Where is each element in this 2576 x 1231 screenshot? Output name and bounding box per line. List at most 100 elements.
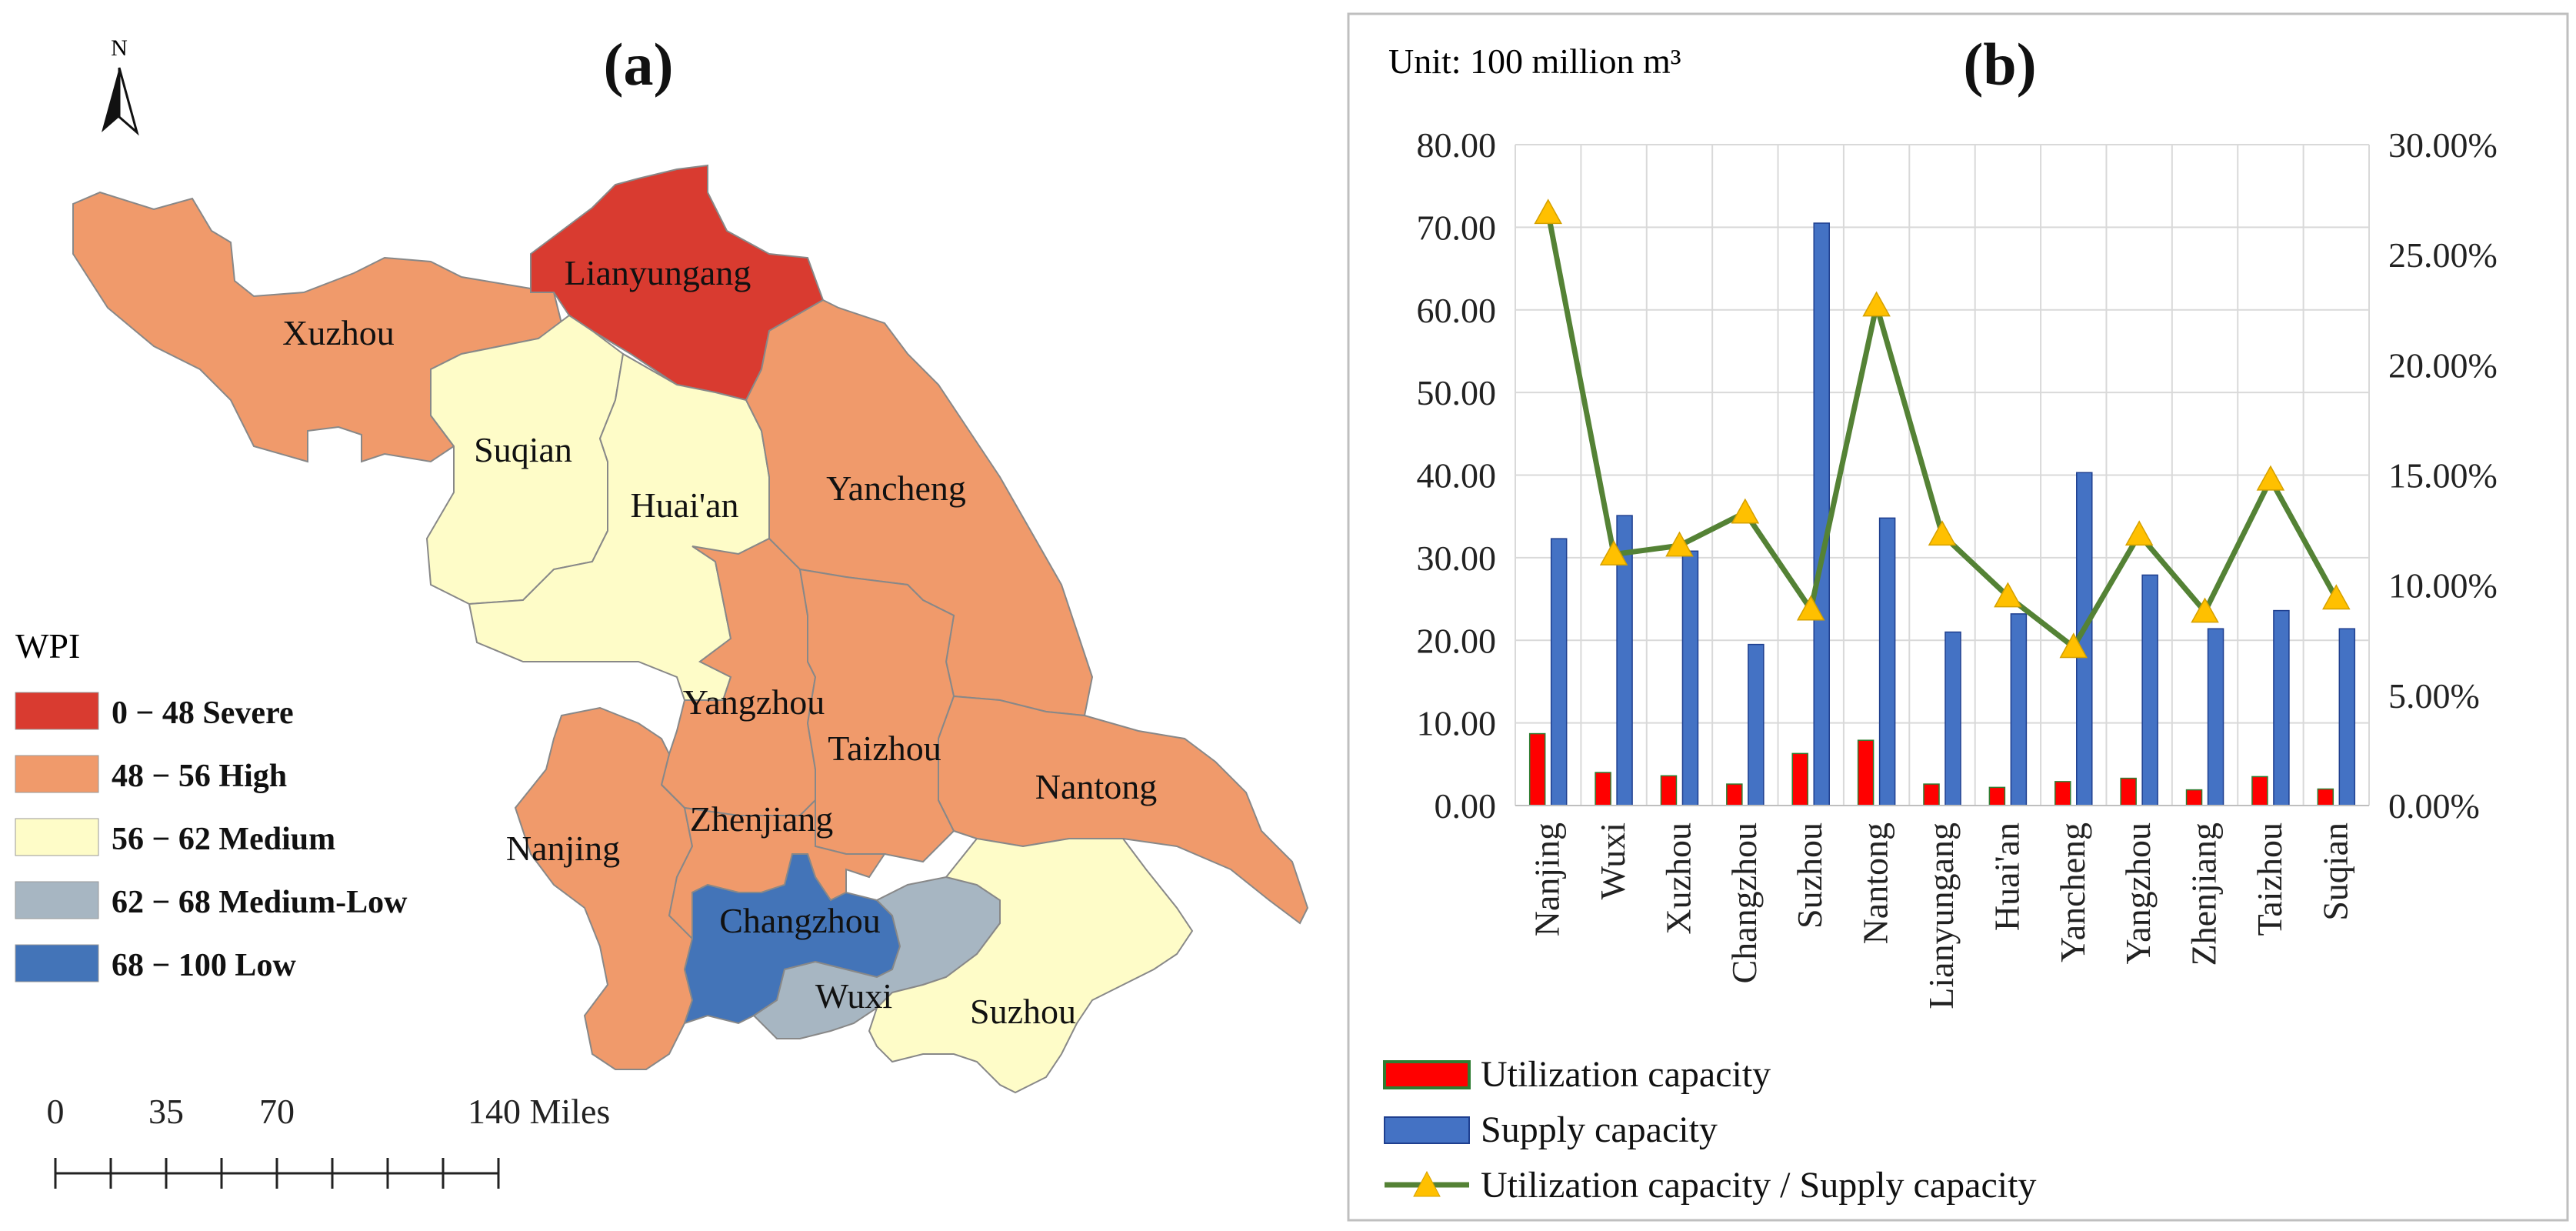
chart-legend: Utilization capacity Supply capacity Utili… [1383, 1054, 2036, 1206]
region-label-changzhou: Changzhou [719, 901, 881, 940]
ratio-marker [2191, 597, 2219, 623]
ratio-marker [1534, 198, 1562, 225]
region-taizhou [798, 568, 955, 863]
legend-swatch [15, 944, 99, 982]
region-label-suqian: Suqian [474, 430, 572, 469]
y-left-tick-label: 20.00 [1417, 621, 1497, 660]
ratio-marker [2124, 520, 2154, 546]
x-tick-label: Xuzhou [1658, 822, 1698, 935]
chart-frame [1347, 12, 2569, 1222]
panel-a-label: (a) [604, 31, 674, 98]
x-tick-label: Suzhou [1790, 822, 1829, 929]
region-label-taizhou: Taizhou [828, 729, 941, 768]
bar-utilization [2185, 789, 2203, 806]
legend-item-label: 68 − 100 Low [112, 948, 296, 983]
bar-utilization [1988, 786, 2006, 806]
bar-supply [1878, 517, 1896, 806]
x-tick-label: Yancheng [2053, 822, 2092, 962]
bar-supply [1748, 643, 1765, 806]
region-label-yangzhou: Yangzhou [683, 682, 825, 722]
x-tick-label: Nantong [1856, 822, 1895, 944]
y-right-tick-label: 15.00% [2388, 456, 2498, 495]
y-right-tick-label: 30.00% [2388, 125, 2498, 165]
ratio-marker [1796, 595, 1825, 621]
panel-b-label: (b) [1963, 31, 2036, 98]
region-label-xuzhou: Xuzhou [282, 313, 395, 352]
y-left-tick-label: 30.00 [1417, 539, 1497, 578]
y-left-tick-label: 0.00 [1435, 786, 1497, 826]
x-tick-label: Changzhou [1725, 822, 1764, 984]
bar-supply [2141, 574, 2158, 806]
legend-item-label: 56 − 62 Medium [112, 822, 335, 857]
legend-label-utilization: Utilization capacity [1481, 1054, 1771, 1095]
ratio-marker [1994, 582, 2022, 608]
bar-utilization [1791, 752, 1808, 806]
ratio-marker [2322, 584, 2351, 610]
ratio-marker [2059, 632, 2088, 659]
legend-swatch-ratio-marker [1413, 1170, 1441, 1197]
y-left-tick-label: 10.00 [1417, 704, 1497, 743]
ratio-marker [1665, 531, 1694, 557]
scale-label: 70 [259, 1092, 295, 1131]
region-label-nanjing: Nanjing [506, 829, 620, 868]
legend-item-label: 0 − 48 Severe [112, 696, 294, 731]
legend-item-label: 48 − 56 High [112, 759, 287, 794]
x-tick-label: Huai'an [1987, 822, 2026, 931]
chart-axes: 0.00 10.00 20.00 30.00 40.00 50.00 60.00 70.00 8… [1417, 125, 2498, 1009]
x-tick-label: Wuxi [1593, 822, 1632, 899]
bar-utilization [2251, 776, 2268, 806]
bar-utilization [2317, 788, 2334, 806]
legend-swatch-supply [1384, 1116, 1470, 1144]
north-arrow-icon: N [102, 35, 139, 136]
y-left-tick-label: 50.00 [1417, 373, 1497, 412]
y-right-tick-label: 10.00% [2388, 566, 2498, 605]
bar-utilization [1528, 732, 1546, 806]
bar-supply [2207, 628, 2224, 806]
panel-b-chart: (b) Unit: 100 million m³ 0.00 10.00 20.00 3… [1347, 12, 2569, 1222]
region-label-zhenjiang: Zhenjiang [690, 799, 834, 839]
legend-swatch [15, 818, 99, 856]
region-label-yancheng: Yancheng [826, 469, 966, 508]
bar-supply [1550, 538, 1568, 806]
ratio-marker [1599, 540, 1628, 565]
region-label-wuxi: Wuxi [815, 976, 892, 1016]
x-tick-label: Zhenjiang [2184, 822, 2224, 966]
bar-utilization [2054, 781, 2071, 806]
scale-label: 140 Miles [468, 1092, 610, 1131]
bar-supply [2010, 613, 2028, 806]
legend-item-label: 62 − 68 Medium-Low [112, 885, 408, 920]
x-tick-label: Nanjing [1528, 822, 1567, 936]
svg-text:N: N [111, 35, 128, 61]
map-legend: WPI 0 − 48 Severe 48 − 56 High 56 − 62 Med… [15, 626, 408, 983]
legend-label-ratio: Utilization capacity / Supply capacity [1481, 1165, 2036, 1206]
bar-utilization [1726, 783, 1743, 806]
bar-supply [2273, 609, 2290, 806]
legend-swatch [15, 881, 99, 919]
ratio-marker [1731, 498, 1760, 524]
bar-supply [1681, 550, 1699, 806]
ratio-marker [1928, 520, 1957, 546]
region-nanjing [514, 706, 694, 1070]
region-label-suzhou: Suzhou [970, 992, 1076, 1031]
scale-label: 0 [47, 1092, 65, 1131]
y-left-tick-label: 40.00 [1417, 456, 1497, 495]
y-right-tick-label: 5.00% [2388, 676, 2480, 716]
x-tick-label: Yangzhou [2118, 822, 2158, 964]
legend-swatch [15, 755, 99, 793]
scale-label: 35 [148, 1092, 184, 1131]
bar-utilization [1923, 783, 1940, 806]
legend-title: WPI [15, 626, 80, 666]
legend-label-supply: Supply capacity [1481, 1109, 1718, 1150]
region-label-lianyungang: Lianyungang [565, 253, 751, 292]
y-left-tick-label: 70.00 [1417, 208, 1497, 247]
bar-supply [1944, 631, 1961, 806]
bar-utilization [2120, 777, 2137, 806]
chart-grid [1515, 144, 2370, 806]
panel-a-map: (a) N Lianyungang Xuzhou Suqian Huai'an … [15, 31, 1309, 1189]
bar-supply [2338, 628, 2356, 806]
region-label-nantong: Nantong [1035, 767, 1157, 806]
region-suzhou [868, 837, 1194, 1094]
ratio-marker [2256, 465, 2285, 491]
chart-bars [1528, 222, 2356, 806]
